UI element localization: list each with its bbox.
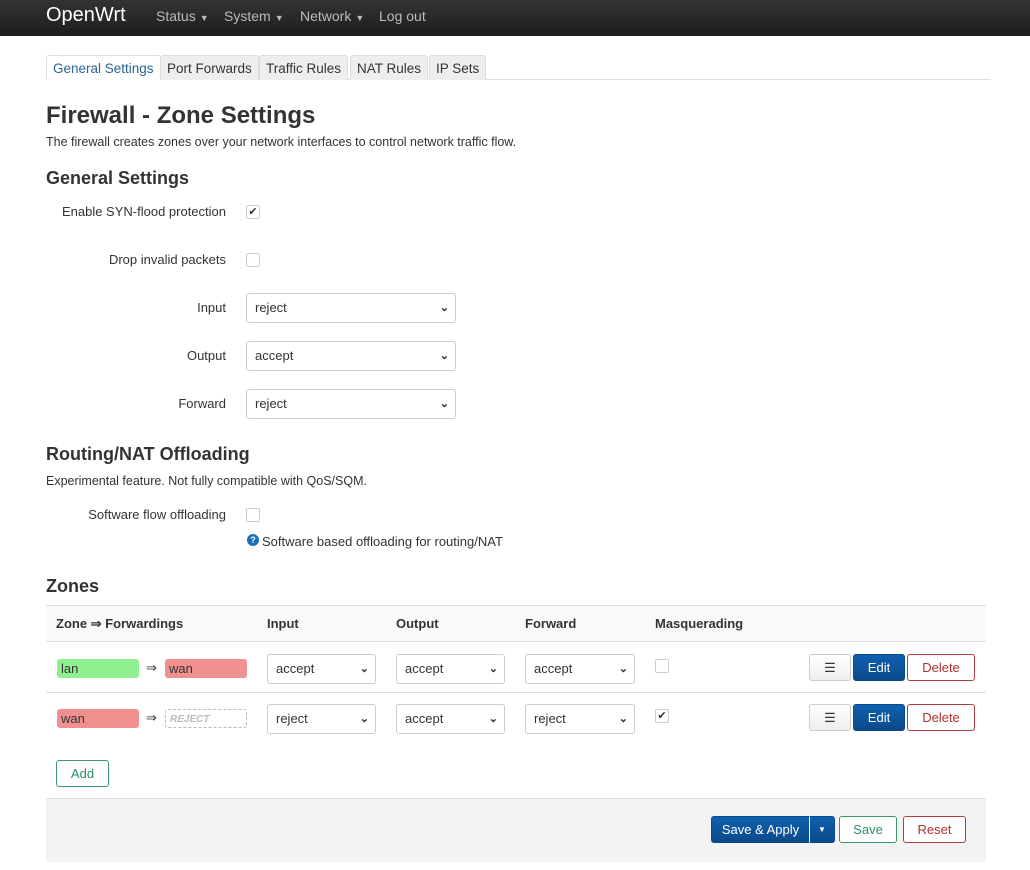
delete-button[interactable]: Delete (907, 704, 975, 731)
help-icon: ? (247, 534, 259, 546)
tab-ip-sets[interactable]: IP Sets (429, 55, 487, 80)
page-description: The firewall creates zones over your net… (46, 135, 517, 149)
zone-input-select[interactable]: reject ⌄ (267, 704, 376, 734)
chevron-down-icon: ⌄ (359, 663, 369, 675)
nav-logout[interactable]: Log out (379, 8, 426, 24)
forward-policy-select[interactable]: reject ⌄ (246, 389, 456, 419)
select-value: reject (255, 396, 287, 411)
add-zone-button[interactable]: Add (56, 760, 109, 787)
output-label: Output (186, 348, 226, 363)
software-offloading-checkbox[interactable] (246, 508, 260, 522)
nav-status[interactable]: Status ▼ (156, 8, 209, 24)
chevron-down-icon: ⌄ (488, 663, 498, 675)
masquerading-checkbox[interactable] (655, 659, 669, 673)
chevron-down-icon: ⌄ (359, 713, 369, 725)
zone-output-select[interactable]: accept ⌄ (396, 704, 505, 734)
zone-forward-select[interactable]: reject ⌄ (525, 704, 635, 734)
select-value: accept (255, 348, 294, 363)
general-settings-heading: General Settings (46, 168, 190, 188)
edit-button[interactable]: Edit (853, 704, 905, 731)
zones-table-header (46, 605, 986, 642)
syn-flood-label: Enable SYN-flood protection (61, 204, 226, 219)
select-value: accept (405, 711, 444, 726)
zones-heading: Zones (46, 576, 100, 596)
offloading-help-text: Software based offloading for routing/NA… (262, 534, 503, 549)
offloading-heading: Routing/NAT Offloading (46, 444, 250, 464)
chevron-down-icon: ⌄ (439, 302, 449, 314)
row-divider (46, 692, 986, 693)
tab-general-settings[interactable]: General Settings (46, 55, 161, 80)
save-button[interactable]: Save (839, 816, 897, 843)
input-label: Input (197, 300, 226, 315)
tab-port-forwards[interactable]: Port Forwards (160, 55, 259, 80)
select-value: reject (276, 711, 308, 726)
input-policy-select[interactable]: reject ⌄ (246, 293, 456, 323)
column-output: Output (396, 616, 439, 631)
column-forward: Forward (525, 616, 577, 631)
forward-arrow-icon: ⇒ (146, 660, 157, 675)
nav-label: System (224, 8, 271, 24)
nav-network[interactable]: Network ▼ (300, 8, 364, 24)
zone-badge-reject: REJECT (165, 709, 247, 728)
column-zone-forwardings: Zone ⇒ Forwardings (56, 616, 184, 631)
syn-flood-checkbox[interactable]: ✔ (246, 205, 260, 219)
menu-icon[interactable]: ☰ (809, 654, 851, 681)
forward-label: Forward (178, 396, 226, 411)
tab-nat-rules[interactable]: NAT Rules (350, 55, 429, 80)
zone-badge-wan: wan (57, 709, 139, 728)
edit-button[interactable]: Edit (853, 654, 905, 681)
caret-down-icon[interactable]: ▼ (809, 816, 835, 843)
chevron-down-icon: ⌄ (488, 713, 498, 725)
caret-down-icon: ▼ (355, 13, 365, 23)
delete-button[interactable]: Delete (907, 654, 975, 681)
output-policy-select[interactable]: accept ⌄ (246, 341, 456, 371)
menu-icon[interactable]: ☰ (809, 704, 851, 731)
tab-divider (46, 79, 991, 80)
chevron-down-icon: ⌄ (618, 663, 628, 675)
zone-badge-wan: wan (165, 659, 247, 678)
select-value: reject (255, 300, 287, 315)
chevron-down-icon: ⌄ (439, 350, 449, 362)
masquerading-checkbox[interactable]: ✔ (655, 709, 669, 723)
chevron-down-icon: ⌄ (439, 398, 449, 410)
page-title: Firewall - Zone Settings (46, 102, 316, 129)
zone-forward-select[interactable]: accept ⌄ (525, 654, 635, 684)
nav-system[interactable]: System ▼ (224, 8, 284, 24)
tab-traffic-rules[interactable]: Traffic Rules (259, 55, 349, 80)
select-value: accept (534, 661, 573, 676)
brand-logo[interactable]: OpenWrt (46, 4, 126, 26)
column-masquerading: Masquerading (655, 616, 744, 631)
forward-arrow-icon: ⇒ (146, 710, 157, 725)
drop-invalid-checkbox[interactable] (246, 253, 260, 267)
select-value: reject (534, 711, 566, 726)
select-value: accept (276, 661, 315, 676)
top-navbar (0, 0, 1030, 36)
chevron-down-icon: ⌄ (618, 713, 628, 725)
reset-button[interactable]: Reset (903, 816, 966, 843)
column-input: Input (267, 616, 299, 631)
caret-down-icon: ▼ (199, 13, 209, 23)
zone-input-select[interactable]: accept ⌄ (267, 654, 376, 684)
drop-invalid-label: Drop invalid packets (108, 252, 226, 267)
caret-down-icon: ▼ (274, 13, 284, 23)
zone-badge-lan: lan (57, 659, 139, 678)
nav-label: Network (300, 8, 352, 24)
save-apply-button[interactable]: Save & Apply (711, 816, 810, 843)
select-value: accept (405, 661, 444, 676)
zone-output-select[interactable]: accept ⌄ (396, 654, 505, 684)
offloading-description: Experimental feature. Not fully compatib… (46, 474, 367, 488)
software-offloading-label: Software flow offloading (88, 507, 226, 522)
nav-label: Status (156, 8, 196, 24)
